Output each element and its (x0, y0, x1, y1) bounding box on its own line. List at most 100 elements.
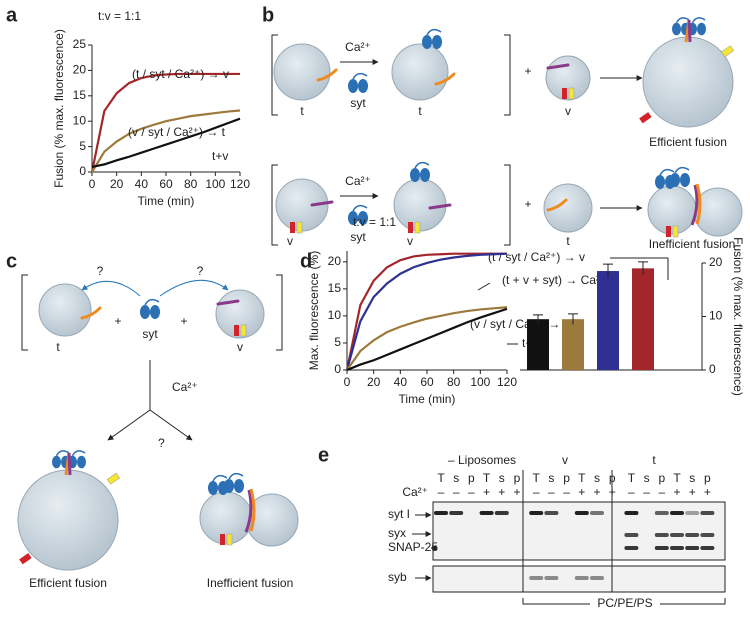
lipid-label-bg (590, 597, 660, 611)
data-line (346, 306, 508, 371)
vesicle (642, 36, 734, 128)
result-label: Inefficient fusion (207, 576, 294, 590)
protein-label: syt (350, 230, 366, 244)
y-tick-label: 15 (328, 281, 342, 295)
x-tick-label: 80 (184, 177, 198, 191)
snare-pair (695, 183, 702, 225)
series-label: (v / syt / Ca²⁺) → t (128, 125, 226, 139)
band (449, 511, 464, 515)
v-snare (546, 63, 570, 70)
x-tick-label: 60 (420, 375, 434, 389)
vesicle-label: v (237, 340, 243, 354)
x-tick-label: 0 (344, 375, 351, 389)
y-tick-label: 25 (73, 37, 87, 51)
y-tick-label: 0 (334, 362, 341, 376)
synaptotagmin-linker (55, 450, 70, 457)
bracket (504, 34, 511, 116)
protein-label: syt (350, 96, 366, 110)
question: ? (97, 264, 104, 278)
vesicle (693, 187, 743, 237)
error-bar (603, 263, 613, 278)
data-line (346, 307, 508, 372)
band (574, 576, 589, 580)
lane-label: s (594, 471, 600, 485)
plus: + (524, 64, 531, 78)
vesicle (545, 55, 591, 101)
synaptotagmin (358, 211, 368, 225)
question-arrow (159, 279, 229, 297)
band (590, 576, 604, 580)
panel-label: a (6, 4, 18, 26)
band (670, 511, 684, 515)
vesicle-label: t (418, 104, 422, 118)
vesicle (17, 469, 119, 571)
lane-label: p (514, 471, 521, 485)
x-tick-label: 120 (230, 177, 250, 191)
lane-label: T (483, 471, 491, 485)
red-marker (562, 88, 567, 99)
band (700, 533, 715, 537)
x-tick-label: 40 (394, 375, 408, 389)
gel (432, 501, 726, 561)
y-tick-label: 10 (73, 113, 87, 127)
ion-label: Ca²⁺ (345, 174, 371, 188)
vesicle (391, 43, 449, 101)
error-bar (533, 314, 543, 324)
band (544, 511, 559, 515)
vesicle (215, 289, 265, 339)
bracket (271, 164, 278, 246)
band (685, 511, 700, 515)
v-snare (310, 200, 334, 207)
synaptotagmin (348, 79, 358, 93)
band (590, 511, 604, 515)
x-tick-label: 40 (135, 177, 149, 191)
split (149, 409, 193, 441)
x-tick-label: 60 (159, 177, 173, 191)
x-tick-label: 20 (110, 177, 124, 191)
calcium-sign: + (593, 485, 600, 499)
snare-pair (249, 488, 256, 532)
plus: + (524, 197, 531, 211)
lane-label: T (533, 471, 541, 485)
band (670, 533, 684, 537)
synaptotagmin-linker (352, 204, 368, 212)
calcium-sign: – (563, 485, 570, 499)
panel-label: b (262, 4, 274, 26)
synaptotagmin (420, 168, 430, 182)
lane-label: p (704, 471, 711, 485)
calcium-sign: + (483, 485, 490, 499)
vesicle (199, 491, 253, 545)
v-snare (216, 299, 240, 306)
synaptotagmin (224, 479, 234, 493)
synaptotagmin-linker (674, 166, 690, 174)
band (624, 546, 639, 550)
bar (527, 319, 549, 370)
bracket (21, 274, 28, 351)
series-label: (t / syt / Ca²⁺) → v (132, 67, 229, 81)
red-marker (220, 534, 225, 545)
y-tick-label: 20 (709, 255, 723, 269)
synaptotagmin (52, 455, 61, 469)
data-line (345, 252, 508, 371)
calcium-sign: – (468, 485, 475, 499)
protein-label: syt I (388, 507, 410, 521)
y-axis-title: Fusion (% max. fluorescence) (52, 29, 66, 188)
error-bar (638, 261, 648, 275)
yellow-marker (226, 533, 233, 546)
band (494, 511, 509, 515)
calcium-sign: – (533, 485, 540, 499)
lane-label: p (658, 471, 665, 485)
y-tick-label: 10 (328, 308, 342, 322)
vesicle-label: v (565, 104, 571, 118)
x-axis-title: Time (min) (138, 194, 195, 208)
synaptotagmin (348, 211, 358, 225)
vesicle (647, 185, 697, 235)
x-tick-label: 120 (497, 375, 517, 389)
lane-label: p (563, 471, 570, 485)
band (654, 511, 669, 515)
synaptotagmin-linker (426, 28, 442, 36)
calcium-sign: – (438, 485, 445, 499)
yellow-marker (568, 87, 575, 100)
question: ? (158, 436, 165, 450)
calcium-sign: – (453, 485, 460, 499)
